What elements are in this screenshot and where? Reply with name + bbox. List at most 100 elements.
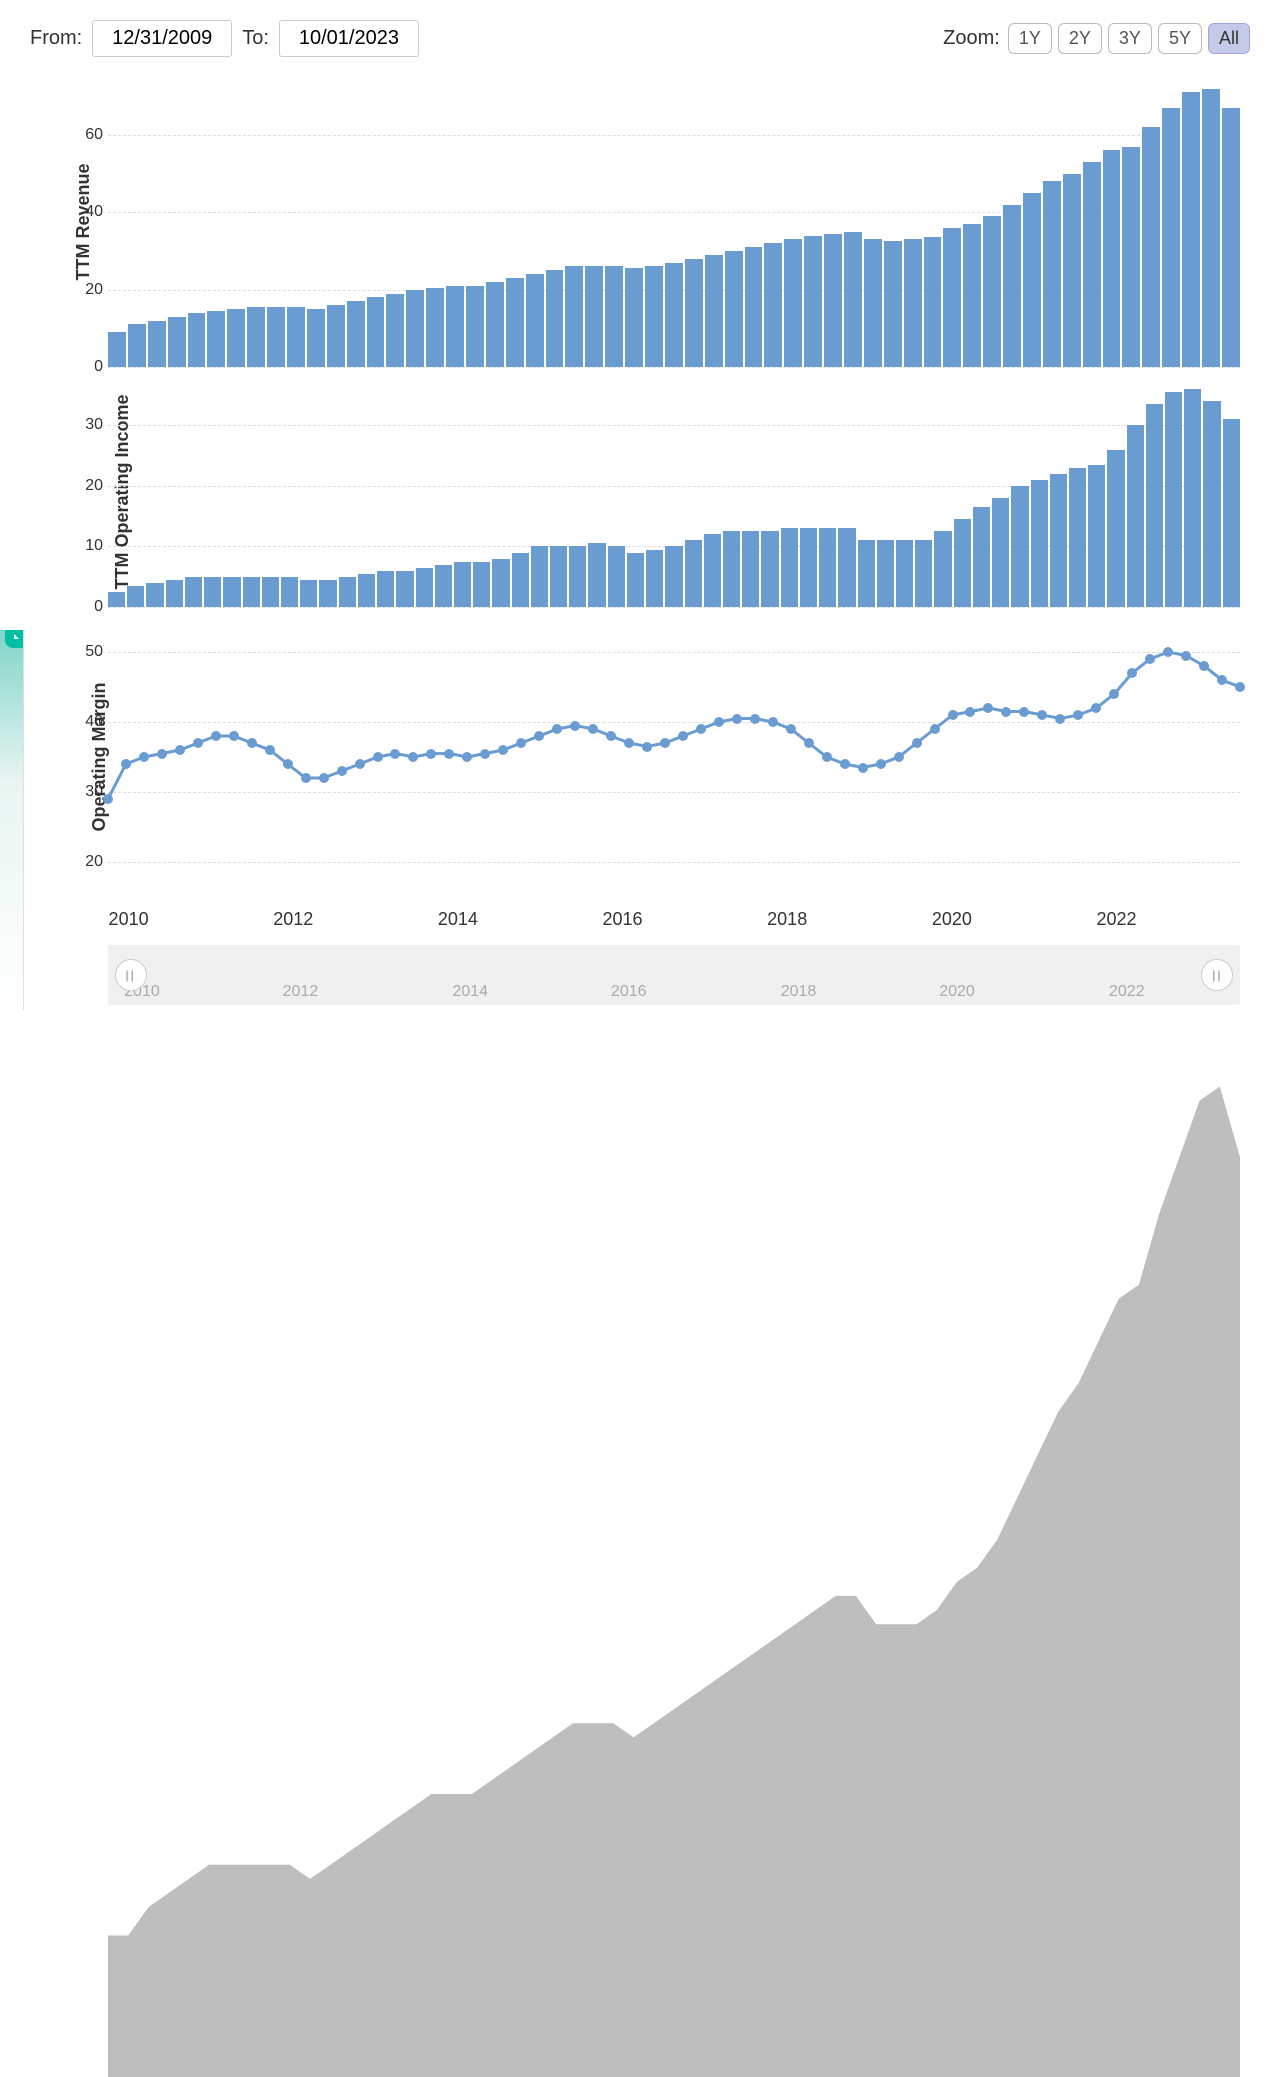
bar[interactable] <box>319 580 336 607</box>
line-marker[interactable] <box>301 773 311 783</box>
bar[interactable] <box>1146 404 1163 607</box>
zoom-button-all[interactable]: All <box>1208 23 1250 54</box>
line-marker[interactable] <box>696 724 706 734</box>
line-marker[interactable] <box>121 759 131 769</box>
line-marker[interactable] <box>480 749 490 759</box>
bar[interactable] <box>1122 147 1140 367</box>
bar[interactable] <box>1203 401 1220 607</box>
bar[interactable] <box>1043 181 1061 367</box>
line-marker[interactable] <box>319 773 329 783</box>
from-date-input[interactable] <box>92 20 232 57</box>
bar[interactable] <box>1011 486 1028 607</box>
bar[interactable] <box>1050 474 1067 607</box>
line-marker[interactable] <box>642 742 652 752</box>
bar[interactable] <box>406 290 424 367</box>
bar[interactable] <box>704 534 721 607</box>
bar[interactable] <box>781 528 798 607</box>
line-marker[interactable] <box>1217 675 1227 685</box>
bar[interactable] <box>761 531 778 607</box>
bar[interactable] <box>1031 480 1048 607</box>
bar[interactable] <box>784 239 802 367</box>
line-marker[interactable] <box>732 714 742 724</box>
bar[interactable] <box>168 317 186 367</box>
line-marker[interactable] <box>175 745 185 755</box>
line-marker[interactable] <box>1163 647 1173 657</box>
bar[interactable] <box>262 577 279 607</box>
line-marker[interactable] <box>965 707 975 717</box>
line-marker[interactable] <box>498 745 508 755</box>
bar[interactable] <box>992 498 1009 607</box>
bar[interactable] <box>526 274 544 367</box>
line-marker[interactable] <box>265 745 275 755</box>
line-marker[interactable] <box>355 759 365 769</box>
zoom-button-5y[interactable]: 5Y <box>1158 23 1202 54</box>
bar[interactable] <box>954 519 971 607</box>
bar[interactable] <box>665 546 682 607</box>
bar[interactable] <box>148 321 166 367</box>
bar[interactable] <box>973 507 990 607</box>
bar[interactable] <box>207 311 225 367</box>
line-marker[interactable] <box>337 766 347 776</box>
bar[interactable] <box>550 546 567 607</box>
line-marker[interactable] <box>211 731 221 741</box>
bar[interactable] <box>473 562 490 607</box>
bar[interactable] <box>764 243 782 367</box>
bar[interactable] <box>347 301 365 367</box>
bar[interactable] <box>1103 150 1121 367</box>
line-marker[interactable] <box>840 759 850 769</box>
range-navigator[interactable]: || || 2010201220142016201820202022 <box>108 945 1240 1005</box>
line-marker[interactable] <box>462 752 472 762</box>
line-marker[interactable] <box>750 714 760 724</box>
bar[interactable] <box>1063 174 1081 367</box>
bar[interactable] <box>506 278 524 367</box>
line-marker[interactable] <box>1181 651 1191 661</box>
bar[interactable] <box>300 580 317 607</box>
line-marker[interactable] <box>1055 714 1065 724</box>
bar[interactable] <box>884 241 902 367</box>
bar[interactable] <box>377 571 394 607</box>
bar[interactable] <box>546 270 564 367</box>
bar[interactable] <box>512 553 529 607</box>
bar[interactable] <box>723 531 740 607</box>
bar[interactable] <box>358 574 375 607</box>
line-marker[interactable] <box>894 752 904 762</box>
line-marker[interactable] <box>1019 707 1029 717</box>
bar[interactable] <box>223 577 240 607</box>
zoom-button-3y[interactable]: 3Y <box>1108 23 1152 54</box>
bar[interactable] <box>963 224 981 367</box>
bar[interactable] <box>705 255 723 367</box>
bar[interactable] <box>864 239 882 367</box>
bar[interactable] <box>287 307 305 367</box>
line-marker[interactable] <box>139 752 149 762</box>
bar[interactable] <box>281 577 298 607</box>
bar[interactable] <box>188 313 206 367</box>
line-marker[interactable] <box>912 738 922 748</box>
bar[interactable] <box>454 562 471 607</box>
bar[interactable] <box>1223 419 1240 607</box>
bar[interactable] <box>844 232 862 367</box>
line-marker[interactable] <box>570 721 580 731</box>
navigator-handle-right[interactable]: || <box>1201 959 1233 991</box>
line-marker[interactable] <box>1073 710 1083 720</box>
bar[interactable] <box>1162 108 1180 367</box>
bar[interactable] <box>943 228 961 367</box>
bar[interactable] <box>824 234 842 367</box>
line-marker[interactable] <box>408 752 418 762</box>
line-marker[interactable] <box>1037 710 1047 720</box>
navigator-handle-left[interactable]: || <box>115 959 147 991</box>
bar[interactable] <box>267 307 285 367</box>
bar[interactable] <box>1222 108 1240 367</box>
bar[interactable] <box>243 577 260 607</box>
bar[interactable] <box>531 546 548 607</box>
bar[interactable] <box>804 236 822 367</box>
line-marker[interactable] <box>948 710 958 720</box>
line-marker[interactable] <box>876 759 886 769</box>
bar[interactable] <box>396 571 413 607</box>
bar[interactable] <box>327 305 345 367</box>
bar[interactable] <box>108 332 126 367</box>
line-marker[interactable] <box>606 731 616 741</box>
bar[interactable] <box>1107 450 1124 607</box>
line-marker[interactable] <box>858 763 868 773</box>
line-marker[interactable] <box>283 759 293 769</box>
bar[interactable] <box>1083 162 1101 367</box>
